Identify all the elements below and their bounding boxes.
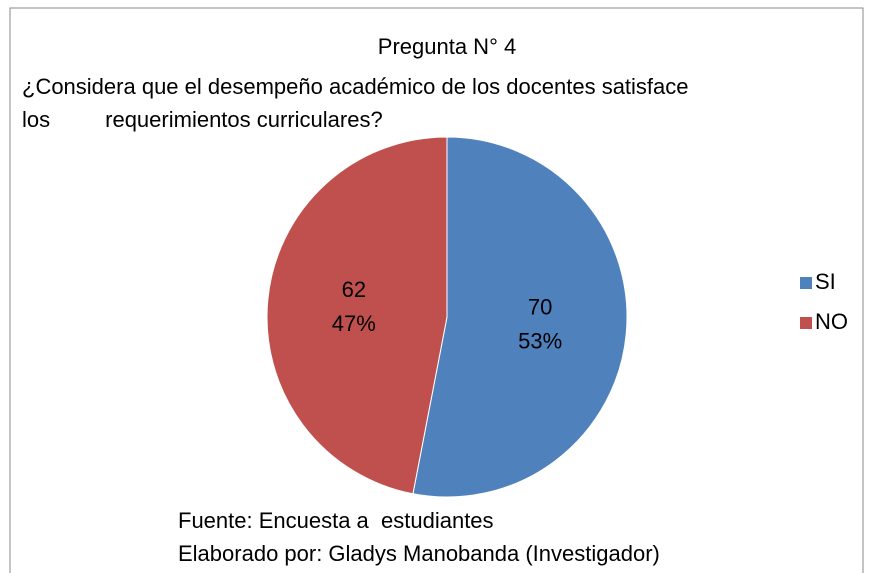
legend-swatch bbox=[800, 317, 812, 329]
pie-slice bbox=[266, 136, 448, 495]
data-label: 70 bbox=[528, 295, 552, 320]
subtitle: los requerimientos curriculares? bbox=[22, 107, 383, 132]
pie-slice bbox=[412, 136, 628, 498]
data-label: 47% bbox=[332, 311, 376, 336]
chart-title: Pregunta N° 4 bbox=[378, 34, 516, 59]
data-label: 62 bbox=[342, 277, 366, 302]
subtitle: ¿Considera que el desempeño académico de… bbox=[22, 74, 689, 99]
note: Fuente: Encuesta a estudiantes bbox=[178, 508, 494, 533]
legend-label: NO bbox=[815, 309, 848, 334]
legend-swatch bbox=[800, 277, 812, 289]
legend-label: SI bbox=[815, 269, 836, 294]
note: Elaborado por: Gladys Manobanda (Investi… bbox=[178, 541, 660, 566]
data-label: 53% bbox=[518, 329, 562, 354]
